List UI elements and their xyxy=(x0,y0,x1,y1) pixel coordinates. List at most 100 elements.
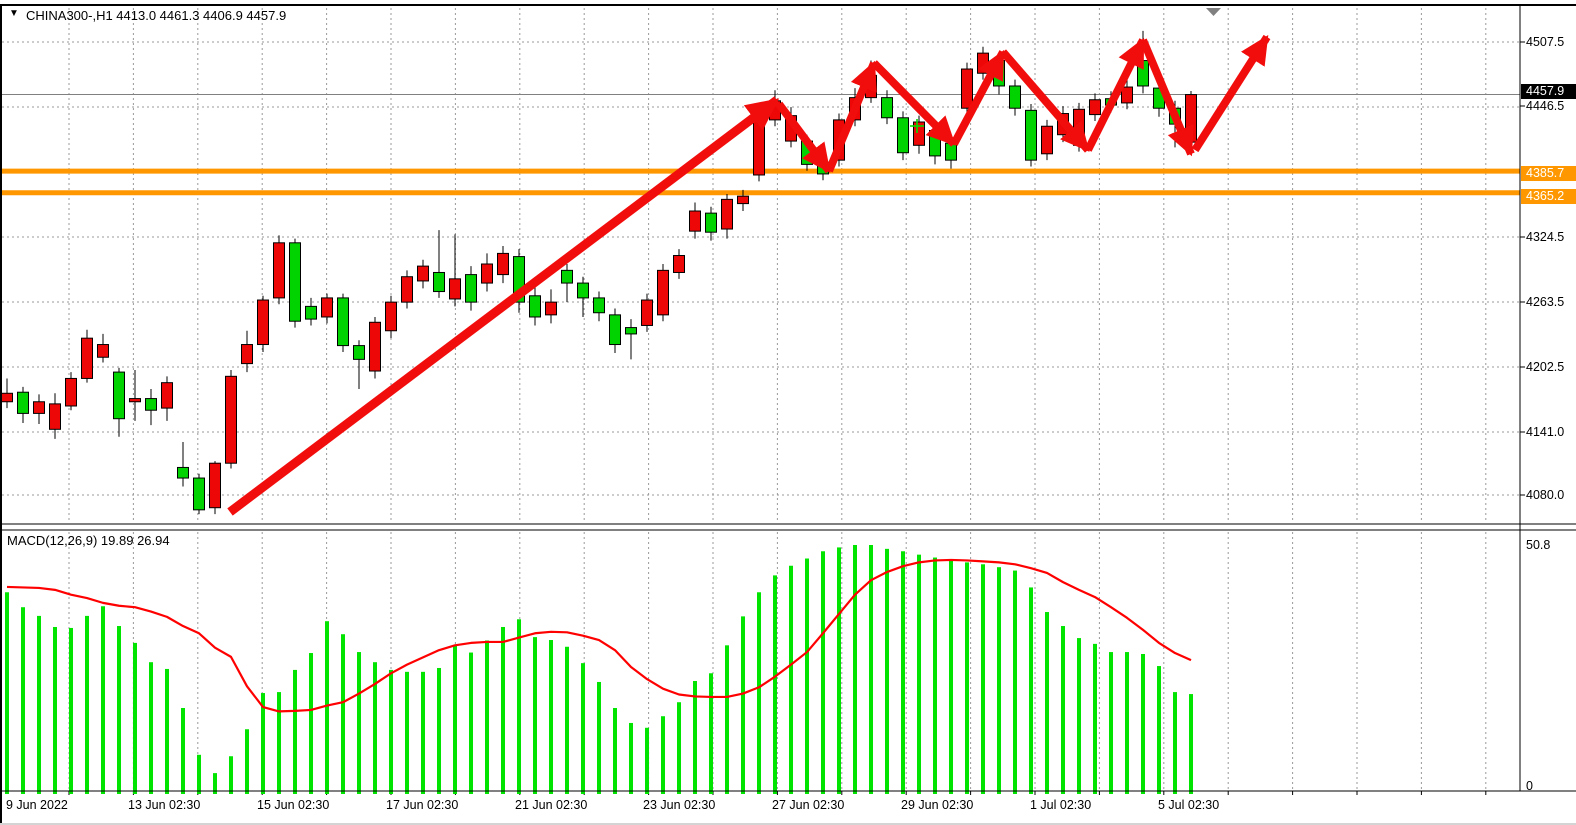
candle-body xyxy=(737,195,749,205)
macd-histogram-bar xyxy=(5,592,9,794)
trend-arrow-2[interactable] xyxy=(775,101,833,174)
macd-histogram-bar xyxy=(661,716,665,794)
macd-histogram-bar xyxy=(165,668,169,794)
macd-histogram-bar xyxy=(197,754,201,794)
macd-histogram-bar xyxy=(1045,612,1049,794)
candle-body xyxy=(1041,125,1053,155)
macd-histogram-bar xyxy=(277,692,281,794)
trend-arrow-4[interactable] xyxy=(871,60,957,147)
macd-histogram-bar xyxy=(869,545,873,794)
candle-body xyxy=(225,375,237,464)
symbol-dropdown-icon[interactable]: ▼ xyxy=(9,8,19,19)
candle-body xyxy=(577,282,589,299)
candle-body xyxy=(241,344,253,365)
candle-body xyxy=(97,344,109,358)
macd-histogram-bar xyxy=(677,702,681,794)
candle-body xyxy=(977,52,989,74)
candle-body xyxy=(337,297,349,347)
time-axis-label: 1 Jul 02:30 xyxy=(1030,798,1092,812)
macd-axis-max-label: 50.8 xyxy=(1526,538,1551,552)
candle-body xyxy=(529,295,541,318)
candle-body xyxy=(497,252,509,276)
trend-arrow-1[interactable] xyxy=(227,96,780,516)
candle-body xyxy=(369,321,381,372)
level-price-tag-lower: 4365.2 xyxy=(1521,189,1576,204)
macd-histogram-bar xyxy=(629,722,633,794)
macd-histogram-bar xyxy=(421,671,425,794)
candle-body xyxy=(257,299,269,346)
macd-histogram-bar xyxy=(485,640,489,794)
candle-body xyxy=(1,392,13,403)
macd-histogram-bar xyxy=(693,681,697,794)
current-price-tag: 4457.9 xyxy=(1521,84,1576,99)
macd-histogram-bar xyxy=(181,708,185,794)
trend-arrow-5[interactable] xyxy=(950,49,1007,146)
trend-arrow-9[interactable] xyxy=(1191,34,1271,153)
macd-histogram-bar xyxy=(309,653,313,794)
macd-histogram-bar xyxy=(149,662,153,794)
chart-shift-marker-icon[interactable] xyxy=(1206,8,1221,16)
candle-body xyxy=(353,345,365,360)
candle-body xyxy=(593,297,605,314)
macd-histogram-bar xyxy=(549,640,553,794)
candle-body xyxy=(193,477,205,511)
macd-histogram-bar xyxy=(1093,643,1097,794)
candle-body xyxy=(433,271,445,293)
macd-histogram-bar xyxy=(1157,666,1161,794)
macd-histogram-bar xyxy=(133,642,137,794)
candle-body xyxy=(305,305,317,320)
macd-histogram-bar xyxy=(53,626,57,794)
trend-arrow-7[interactable] xyxy=(1084,37,1147,152)
macd-histogram-bar xyxy=(1029,587,1033,794)
macd-histogram-bar xyxy=(853,545,857,794)
candle-body xyxy=(961,68,973,109)
candle-body xyxy=(321,297,333,318)
macd-histogram-bar xyxy=(325,621,329,794)
macd-histogram-bar xyxy=(1109,652,1113,794)
macd-histogram-bar xyxy=(533,637,537,794)
trend-arrow-3[interactable] xyxy=(825,60,878,173)
price-axis-label: 4080.0 xyxy=(1526,488,1565,502)
macd-histogram-bar xyxy=(293,669,297,794)
macd-histogram-bar xyxy=(437,667,441,794)
price-axis-label: 4507.5 xyxy=(1526,35,1565,49)
price-axis-label: 4324.5 xyxy=(1526,230,1565,244)
macd-histogram-bar xyxy=(965,562,969,794)
macd-histogram-bar xyxy=(613,708,617,794)
macd-histogram-bar xyxy=(949,560,953,794)
candle-body xyxy=(209,462,221,509)
candle-body xyxy=(481,263,493,284)
macd-histogram-bar xyxy=(405,671,409,794)
candle-body xyxy=(881,97,893,119)
macd-histogram-bar xyxy=(645,727,649,794)
time-axis-label: 9 Jun 2022 xyxy=(6,798,68,812)
macd-histogram-bar xyxy=(117,626,121,794)
macd-histogram-bar xyxy=(1125,652,1129,794)
macd-histogram-bar xyxy=(469,652,473,794)
trend-arrow-8[interactable] xyxy=(1139,38,1195,157)
macd-histogram-bar xyxy=(901,551,905,794)
candle-body xyxy=(545,301,557,316)
macd-histogram-bar xyxy=(757,592,761,794)
trend-arrow-6[interactable] xyxy=(999,49,1092,153)
candle-body xyxy=(753,119,765,176)
macd-histogram-bar xyxy=(389,669,393,794)
macd-histogram-bar xyxy=(917,554,921,794)
time-axis-label: 27 Jun 02:30 xyxy=(772,798,845,812)
macd-histogram-bar xyxy=(789,565,793,794)
time-axis-label: 17 Jun 02:30 xyxy=(386,798,459,812)
macd-histogram-bar xyxy=(741,616,745,794)
candle-body xyxy=(145,398,157,411)
candle-body xyxy=(401,276,413,303)
macd-histogram-bar xyxy=(21,607,25,794)
macd-histogram-bar xyxy=(341,634,345,794)
macd-histogram-bar xyxy=(37,615,41,794)
macd-histogram-bar xyxy=(565,646,569,794)
macd-histogram-bar xyxy=(1141,653,1145,794)
macd-histogram-bar xyxy=(501,626,505,794)
macd-histogram-bar xyxy=(933,557,937,794)
candle-body xyxy=(625,327,637,335)
time-axis-label: 29 Jun 02:30 xyxy=(901,798,974,812)
